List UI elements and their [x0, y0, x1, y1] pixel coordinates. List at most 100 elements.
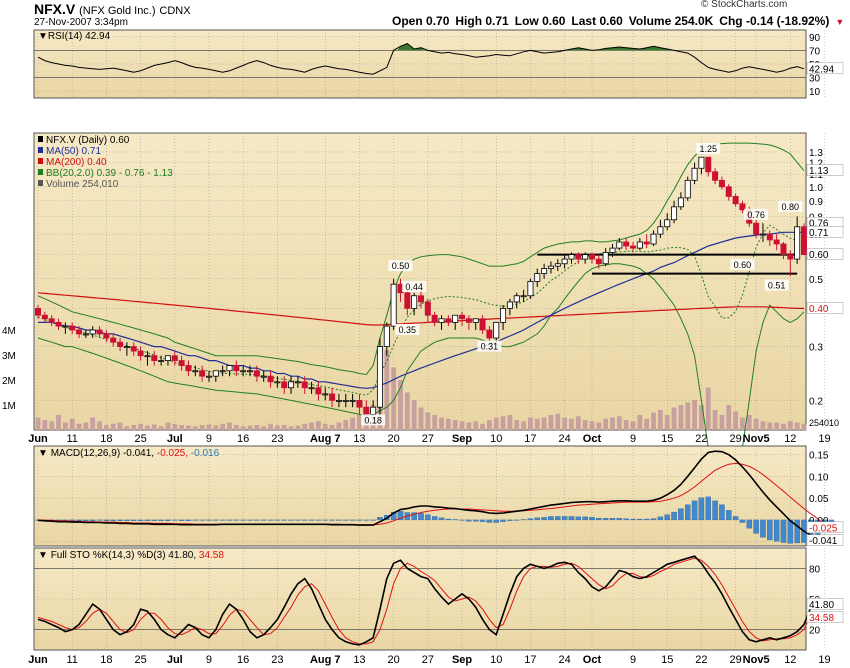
rsi-tick-label: 10 — [809, 87, 821, 98]
candle-body — [342, 399, 349, 402]
volume-bar — [49, 421, 55, 430]
candle-body — [465, 318, 472, 323]
macd-histogram-bar — [623, 518, 629, 521]
candle-body — [288, 381, 295, 389]
exchange: CDNX — [159, 5, 191, 17]
macd-histogram-bar — [206, 519, 212, 521]
volume-bar — [110, 423, 116, 430]
x-tick-label: 23 — [271, 433, 283, 445]
candle-body — [732, 196, 739, 205]
macd-histogram-bar — [643, 518, 650, 521]
candle-body — [233, 365, 240, 372]
volume-bar — [56, 415, 61, 430]
volume-bar — [103, 425, 109, 430]
macd-histogram-bar — [356, 519, 363, 521]
candle-body — [431, 314, 438, 323]
candle-body — [219, 370, 226, 373]
candle-body — [424, 301, 431, 316]
price-right-label-box — [806, 226, 844, 238]
macd-histogram-bar — [89, 519, 96, 521]
volume-bar — [391, 367, 397, 430]
macd-histogram-bar — [329, 519, 335, 521]
volume-bar — [343, 420, 349, 430]
macd-histogram-bar — [691, 500, 698, 521]
macd-histogram-bar — [151, 519, 158, 521]
macd-histogram-bar — [500, 519, 506, 522]
candle-body — [602, 252, 609, 265]
macd-panel: 0.150.100.050.00-0.05-0.025-0.041▼ MACD(… — [33, 445, 844, 549]
macd-histogram-bar — [520, 519, 527, 521]
macd-histogram-bar — [698, 497, 705, 521]
bollinger-middle — [37, 224, 805, 396]
volume-tick-label: 2M — [2, 376, 16, 387]
candle-body — [158, 360, 165, 362]
volume-last-value: 254010 — [809, 418, 839, 428]
price-annotation-box — [696, 142, 721, 154]
candle-body — [671, 206, 678, 221]
candle-body — [575, 254, 582, 260]
macd-histogram-bar — [534, 517, 541, 521]
volume-bar — [596, 422, 602, 430]
macd-histogram-bar — [158, 519, 164, 521]
macd-histogram-bar — [281, 519, 287, 521]
stat-volume: Volume 254.0K — [628, 14, 714, 28]
price-right-label: 1.13 — [809, 166, 829, 177]
volume-bar — [493, 417, 499, 430]
candle-body — [301, 381, 308, 389]
price-annotation: 1.25 — [699, 144, 717, 154]
candle-body — [376, 346, 383, 408]
candle-body — [684, 179, 691, 199]
x-tick-label: 18 — [100, 433, 112, 445]
ma50-line — [38, 231, 804, 389]
price-annotation: 0.18 — [364, 415, 382, 425]
x-tick-label: Oct — [583, 654, 602, 666]
price-annotation: 0.60 — [734, 260, 752, 270]
price-annotation-box — [395, 323, 420, 335]
candle-body — [554, 263, 561, 267]
price-tick-label: 1.0 — [809, 183, 823, 194]
macd-histogram-bar — [568, 516, 575, 521]
candle-body — [240, 370, 247, 373]
price-annotation-box — [402, 281, 427, 293]
macd-histogram-bar — [172, 519, 178, 521]
stat-open: Open 0.70 — [392, 14, 450, 28]
volume-bar — [541, 417, 547, 430]
volume-bar — [138, 423, 143, 430]
x-tick-label: 13 — [353, 433, 365, 445]
volume-bar — [227, 422, 232, 430]
candle-body — [82, 333, 89, 336]
macd-histogram-bar — [794, 519, 800, 544]
credit: © StockCharts.com — [701, 0, 788, 10]
legend-part: ▼ — [38, 550, 51, 561]
macd-histogram-bar — [548, 516, 554, 521]
candle-body — [506, 301, 513, 309]
volume-bar — [418, 407, 424, 430]
candle-body — [691, 167, 698, 181]
x-tick-label: 25 — [134, 654, 146, 666]
x-tick-label: 24 — [559, 433, 571, 445]
macd-histogram-bar — [657, 516, 664, 521]
candle-body — [335, 399, 342, 402]
macd-histogram-bar — [739, 519, 746, 523]
price-tick-label: 0.9 — [809, 197, 823, 208]
macd-histogram-bar — [705, 496, 711, 521]
candle-body — [657, 226, 664, 235]
candle-body — [411, 295, 418, 309]
candle-body — [185, 365, 192, 372]
volume-bar — [507, 415, 513, 430]
volume-bar — [692, 400, 697, 430]
volume-bar — [220, 423, 226, 430]
volume-bar — [610, 417, 615, 430]
candle-body — [459, 314, 466, 320]
volume-tick-label: 4M — [2, 326, 16, 337]
macd-histogram-bar — [83, 519, 89, 521]
macd-histogram-bar — [349, 519, 356, 521]
volume-bar — [268, 423, 273, 430]
stat-high: High 0.71 — [455, 14, 509, 28]
volume-bar — [350, 417, 356, 430]
volume-bar — [411, 400, 417, 430]
x-tick-label: 12 — [784, 433, 796, 445]
volume-bar — [466, 422, 472, 430]
